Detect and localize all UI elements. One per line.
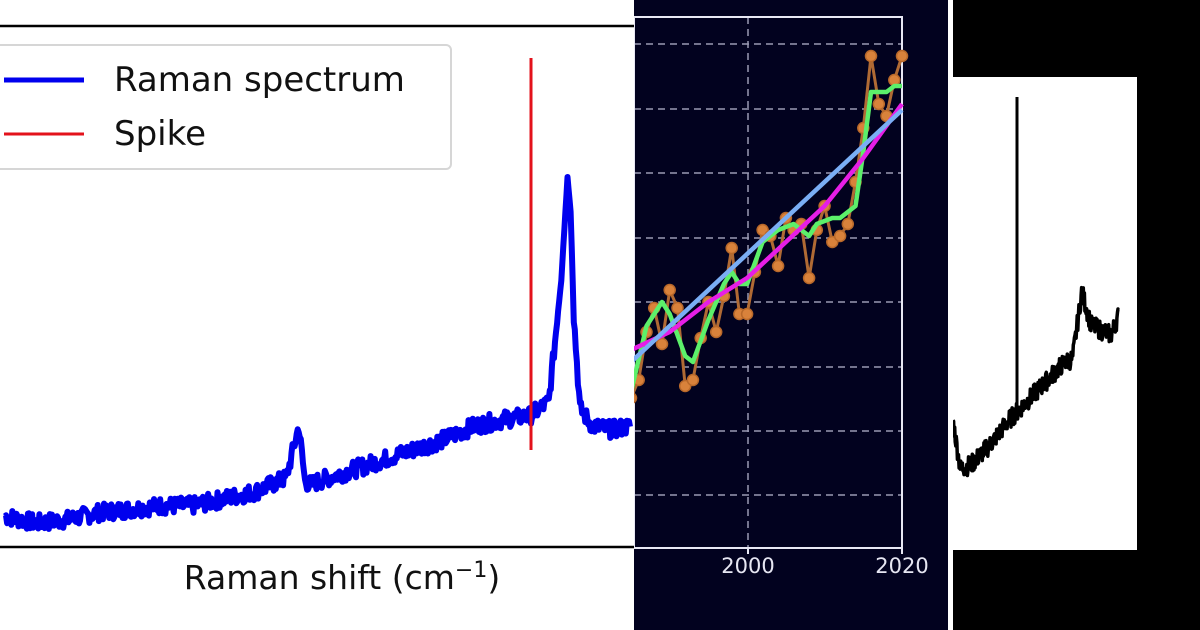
series-line-trend-linear- [634,108,904,363]
data-point-marker [802,271,816,285]
data-point-marker [725,241,738,255]
raman-spectrum-panel: Raman spectrum Spike Raman shift (cm−1) [0,24,634,597]
gridlines [634,17,902,548]
series-line-smoothed [634,83,902,390]
spectrum-thumbnail-plot-area [953,77,1137,550]
raman-spectrum-line [2,174,633,532]
panel-divider [948,0,953,630]
data-point-marker [771,259,785,273]
axes-frame [634,16,903,549]
data-point-marker [709,325,723,339]
x-tick-label-2020: 2020 [875,554,929,578]
data-point-marker [872,97,886,111]
data-point-marker [841,217,855,231]
x-axis-label: Raman shift (cm−1) [183,558,501,597]
legend: Raman spectrum Spike [0,44,452,170]
data-point-marker [895,49,909,63]
data-point-marker [740,307,754,321]
data-series [634,49,909,404]
data-point-marker [864,49,878,63]
legend-swatch-red-line [4,132,84,136]
spectrum-thumbnail-panel [953,0,1200,630]
data-point-marker [671,301,684,315]
data-point-marker [663,283,676,297]
time-series-panel: 2000 2020 [634,0,948,630]
legend-swatch-blue-line [4,77,84,83]
time-series-plot [634,16,909,554]
data-point-marker [655,337,669,351]
data-point-marker [686,373,700,387]
spectrum-line [953,285,1120,478]
data-point-marker [634,392,638,404]
legend-item-raman: Raman spectrum [4,60,405,100]
legend-item-spike: Spike [4,114,206,154]
spectrum-thumbnail-plot [953,97,1120,478]
x-tick-label-2000: 2000 [721,554,775,578]
legend-label-spike: Spike [114,114,207,154]
legend-label-raman: Raman spectrum [114,60,405,100]
series-line-trend-quadratic- [634,102,904,352]
raman-spectrum-plot [0,24,634,549]
data-point-marker [833,229,847,243]
